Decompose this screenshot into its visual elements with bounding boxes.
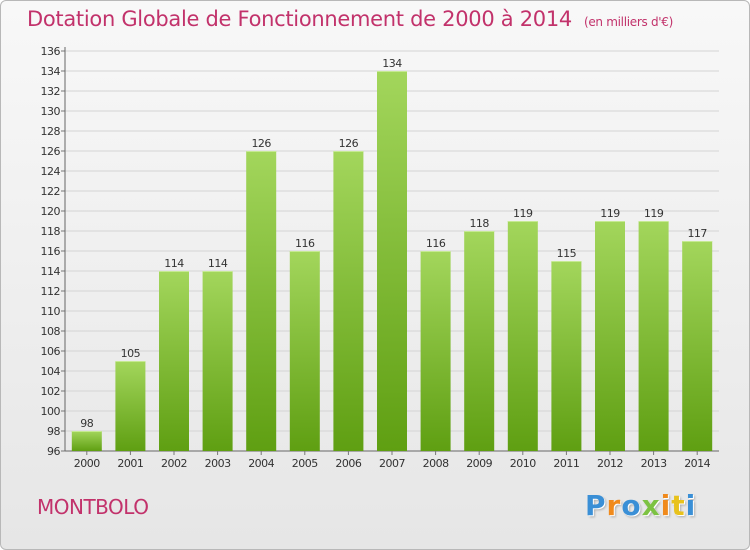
bars xyxy=(71,71,713,451)
data-label: 105 xyxy=(121,347,141,360)
y-tick-label: 102 xyxy=(41,385,61,398)
x-tick-label: 2013 xyxy=(641,457,667,470)
y-tick-label: 128 xyxy=(41,125,61,138)
x-tick-label: 2003 xyxy=(205,457,231,470)
data-label: 114 xyxy=(208,257,228,270)
data-labels: 98 105 114 114 126 116 126 134 116 118 119 115 119 11… xyxy=(80,57,708,430)
data-label: 114 xyxy=(164,257,184,270)
y-tick-label: 134 xyxy=(41,65,61,78)
data-label: 126 xyxy=(339,137,359,150)
logo-letter: t xyxy=(671,489,686,522)
x-tick-label: 2011 xyxy=(553,457,579,470)
y-tick-label: 136 xyxy=(41,45,61,58)
bar-2001 xyxy=(115,361,146,451)
x-tick-label: 2006 xyxy=(335,457,361,470)
data-label: 116 xyxy=(426,237,446,250)
data-label: 118 xyxy=(469,217,489,230)
x-tick-label: 2005 xyxy=(292,457,318,470)
bar-2000 xyxy=(71,431,102,451)
y-tick-label: 122 xyxy=(41,185,61,198)
bar-2014 xyxy=(682,241,713,451)
logo-letter: i xyxy=(660,489,672,522)
data-label: 116 xyxy=(295,237,315,250)
y-tick-label: 112 xyxy=(41,285,61,298)
bar-2008 xyxy=(420,251,451,451)
data-label: 117 xyxy=(687,227,707,240)
bar-2011 xyxy=(551,261,582,451)
logo-letter: o xyxy=(621,489,642,522)
x-tick-label: 2002 xyxy=(161,457,187,470)
town-name: MONTBOLO xyxy=(37,495,149,519)
bar-2006 xyxy=(333,151,364,451)
x-tick-labels: 2000 2001 2002 2003 2004 2005 2006 2007 2008 2009… xyxy=(74,451,711,470)
data-label: 119 xyxy=(600,207,620,220)
bar-2013 xyxy=(638,221,669,451)
x-tick-label: 2012 xyxy=(597,457,623,470)
y-tick-label: 124 xyxy=(41,165,61,178)
data-label: 126 xyxy=(251,137,271,150)
x-tick-label: 2000 xyxy=(74,457,100,470)
x-tick-label: 2004 xyxy=(248,457,274,470)
bar-2010 xyxy=(507,221,538,451)
y-tick-label: 100 xyxy=(41,405,61,418)
logo-letter: x xyxy=(641,489,661,522)
y-tick-label: 104 xyxy=(41,365,61,378)
logo-letter: P xyxy=(585,489,607,522)
chart-unit-label: (en milliers d'€) xyxy=(583,15,673,29)
bar-2007 xyxy=(377,71,407,451)
y-tick-labels: 96 98 100 102 104 106 108 110 112 114 116 118 120 122… xyxy=(41,45,61,458)
logo-letter: i xyxy=(685,489,697,522)
bar-2004 xyxy=(246,151,277,451)
data-label: 98 xyxy=(80,417,93,430)
bar-2003 xyxy=(202,271,233,451)
x-tick-label: 2014 xyxy=(684,457,710,470)
y-tick-label: 114 xyxy=(41,265,61,278)
y-tick-label: 106 xyxy=(41,345,61,358)
y-tick-label: 98 xyxy=(47,425,60,438)
x-tick-label: 2010 xyxy=(510,457,536,470)
y-tick-label: 96 xyxy=(47,445,60,458)
y-tick-label: 116 xyxy=(41,245,61,258)
data-label: 115 xyxy=(557,247,577,260)
data-label: 119 xyxy=(513,207,533,220)
y-tick-label: 108 xyxy=(41,325,61,338)
y-tick-label: 118 xyxy=(41,225,61,238)
y-tick-label: 126 xyxy=(41,145,61,158)
y-tick-label: 110 xyxy=(41,305,61,318)
data-label: 119 xyxy=(644,207,664,220)
data-label: 134 xyxy=(382,57,402,70)
chart-title-text: Dotation Globale de Fonctionnement de 20… xyxy=(27,7,572,31)
bar-2005 xyxy=(289,251,320,451)
y-tick-label: 120 xyxy=(41,205,61,218)
x-tick-label: 2008 xyxy=(423,457,449,470)
x-tick-label: 2007 xyxy=(379,457,405,470)
logo-letter: r xyxy=(606,489,622,522)
chart-title: Dotation Globale de Fonctionnement de 20… xyxy=(27,7,673,31)
y-tick-label: 130 xyxy=(41,105,61,118)
bar-2002 xyxy=(159,271,189,451)
bar-2012 xyxy=(595,221,625,451)
x-tick-label: 2009 xyxy=(466,457,492,470)
proxiti-logo: Proxiti xyxy=(585,489,696,522)
bar-2009 xyxy=(464,231,495,451)
y-tick-label: 132 xyxy=(41,85,61,98)
x-tick-label: 2001 xyxy=(117,457,143,470)
